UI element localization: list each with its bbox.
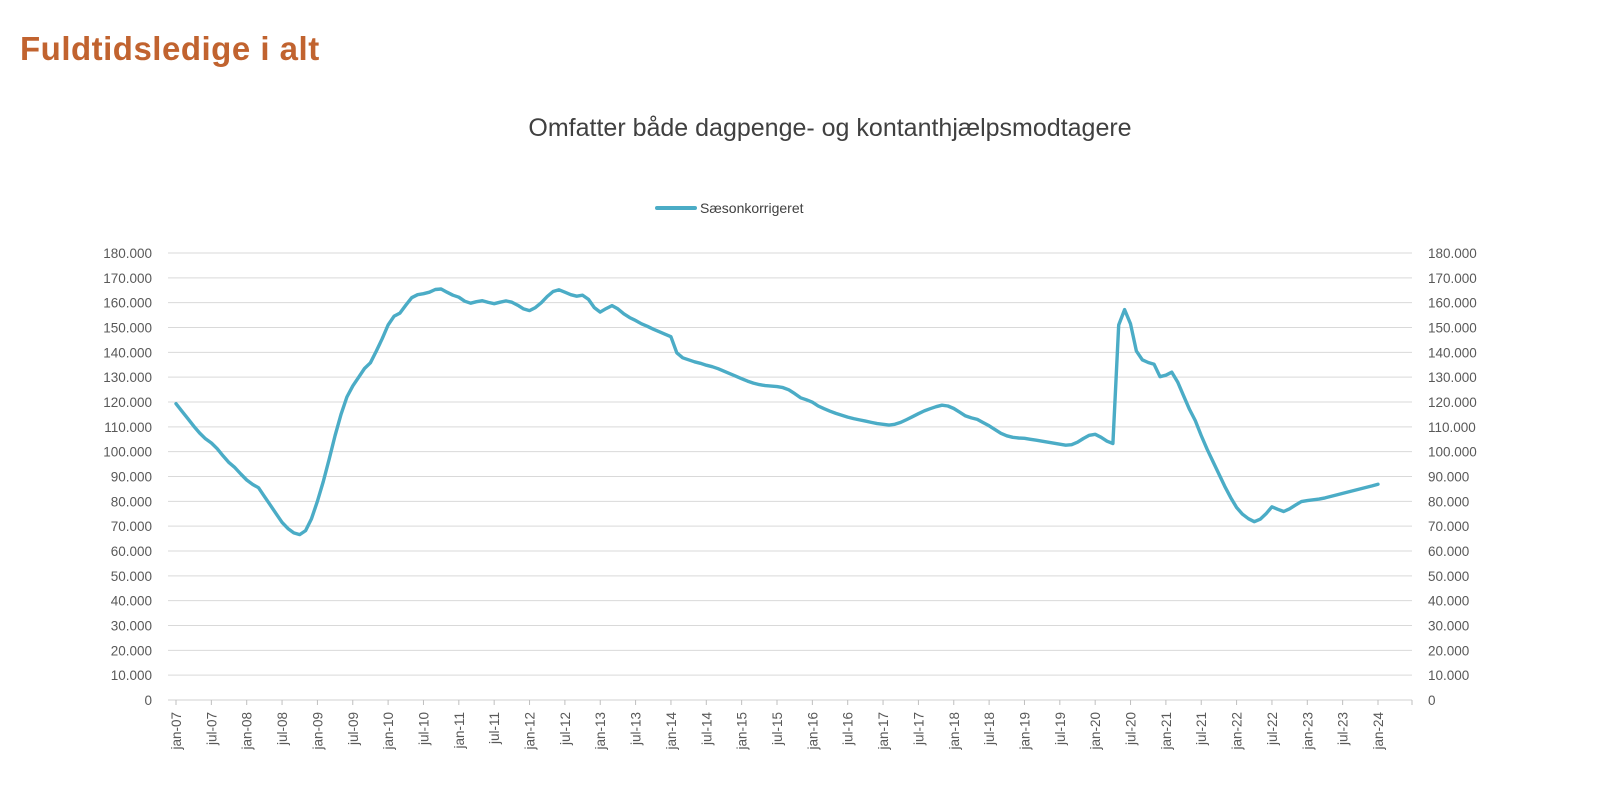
y-axis-label-right: 80.000 bbox=[1428, 494, 1469, 509]
y-axis-label-right: 100.000 bbox=[1428, 445, 1477, 460]
series-line-saesonkorrigeret bbox=[174, 287, 1380, 537]
y-axis-label-left: 60.000 bbox=[111, 544, 152, 559]
x-axis-label: jan-13 bbox=[593, 712, 608, 751]
y-axis-label-right: 140.000 bbox=[1428, 345, 1477, 360]
y-axis-label-right: 170.000 bbox=[1428, 271, 1477, 286]
x-axis-label: jul-14 bbox=[699, 712, 714, 747]
y-axis-label-right: 40.000 bbox=[1428, 594, 1469, 609]
y-axis-label-left: 110.000 bbox=[104, 420, 152, 435]
y-axis-label-right: 0 bbox=[1428, 693, 1436, 708]
x-axis-label: jul-16 bbox=[841, 712, 856, 746]
x-axis-label: jan-18 bbox=[947, 712, 962, 751]
page-title: Fuldtidsledige i alt bbox=[20, 30, 320, 67]
y-axis-label-left: 180.000 bbox=[103, 246, 152, 261]
x-axis-label: jul-21 bbox=[1194, 712, 1209, 746]
x-axis-label: jan-22 bbox=[1230, 712, 1245, 751]
y-axis-label-right: 60.000 bbox=[1428, 544, 1469, 559]
y-axis-label-left: 120.000 bbox=[103, 395, 152, 410]
y-axis-label-left: 130.000 bbox=[103, 370, 152, 385]
x-axis-label: jan-21 bbox=[1159, 712, 1174, 751]
y-axis-label-left: 20.000 bbox=[111, 643, 152, 658]
x-axis-label: jan-20 bbox=[1088, 712, 1103, 751]
x-axis-label: jul-17 bbox=[911, 712, 926, 746]
x-axis-label: jul-13 bbox=[629, 712, 644, 746]
x-axis-label: jan-15 bbox=[735, 712, 750, 751]
x-axis-label: jan-11 bbox=[452, 712, 467, 750]
legend-label: Sæsonkorrigeret bbox=[700, 200, 804, 216]
x-axis-label: jul-11 bbox=[487, 712, 502, 745]
x-axis-label: jan-07 bbox=[169, 712, 184, 751]
x-axis-label: jul-08 bbox=[275, 712, 290, 746]
x-axis-label: jan-23 bbox=[1300, 712, 1315, 751]
x-axis-label: jul-12 bbox=[558, 712, 573, 746]
y-axis-label-right: 120.000 bbox=[1428, 395, 1477, 410]
x-axis-label: jul-22 bbox=[1265, 712, 1280, 746]
x-axis-label: jan-19 bbox=[1017, 712, 1032, 751]
y-axis-label-left: 100.000 bbox=[103, 445, 152, 460]
y-axis-label-left: 80.000 bbox=[111, 494, 152, 509]
x-axis-label: jul-15 bbox=[770, 712, 785, 746]
x-axis-label: jan-24 bbox=[1371, 712, 1386, 751]
y-axis-label-left: 170.000 bbox=[103, 271, 152, 286]
chart-subtitle: Omfatter både dagpenge- og kontanthjælps… bbox=[528, 114, 1132, 142]
y-axis-label-left: 40.000 bbox=[111, 594, 152, 609]
y-axis-label-right: 10.000 bbox=[1428, 668, 1469, 683]
y-axis-label-right: 130.000 bbox=[1428, 370, 1477, 385]
x-axis-label: jan-10 bbox=[381, 712, 396, 751]
x-axis-label: jul-07 bbox=[204, 712, 219, 746]
y-axis-label-right: 30.000 bbox=[1428, 619, 1469, 634]
x-axis-label: jan-12 bbox=[523, 712, 538, 751]
y-axis-label-left: 160.000 bbox=[103, 296, 152, 311]
y-axis-label-right: 90.000 bbox=[1428, 470, 1469, 485]
y-axis-label-left: 90.000 bbox=[111, 470, 152, 485]
x-axis-label: jan-16 bbox=[805, 712, 820, 751]
y-axis-label-right: 70.000 bbox=[1428, 519, 1469, 534]
y-axis-label-left: 0 bbox=[144, 693, 152, 708]
y-axis-label-left: 150.000 bbox=[103, 321, 152, 336]
x-axis-label: jul-09 bbox=[346, 712, 361, 746]
y-axis-label-right: 150.000 bbox=[1428, 321, 1477, 336]
x-axis-label: jul-18 bbox=[982, 712, 997, 746]
y-axis-label-right: 180.000 bbox=[1428, 246, 1477, 261]
chart-legend: Sæsonkorrigeret bbox=[655, 198, 804, 218]
legend-line-swatch bbox=[655, 205, 697, 211]
y-axis-label-left: 70.000 bbox=[111, 519, 152, 534]
x-axis-label: jan-09 bbox=[310, 712, 325, 751]
y-axis-label-right: 20.000 bbox=[1428, 643, 1469, 658]
x-axis-label: jan-14 bbox=[664, 712, 679, 751]
x-axis-label: jul-10 bbox=[416, 712, 431, 746]
x-axis-label: jan-17 bbox=[876, 712, 891, 751]
y-axis-label-left: 10.000 bbox=[111, 668, 152, 683]
y-axis-label-right: 110.000 bbox=[1428, 420, 1476, 435]
y-axis-label-right: 160.000 bbox=[1428, 296, 1477, 311]
y-axis-label-right: 50.000 bbox=[1428, 569, 1469, 584]
x-axis-label: jul-23 bbox=[1336, 712, 1351, 746]
x-axis-label: jul-19 bbox=[1053, 712, 1068, 746]
x-axis-label: jul-20 bbox=[1124, 712, 1139, 746]
y-axis-label-left: 140.000 bbox=[103, 345, 152, 360]
y-axis-label-left: 30.000 bbox=[111, 619, 152, 634]
y-axis-label-left: 50.000 bbox=[111, 569, 152, 584]
x-axis-label: jan-08 bbox=[240, 712, 255, 751]
